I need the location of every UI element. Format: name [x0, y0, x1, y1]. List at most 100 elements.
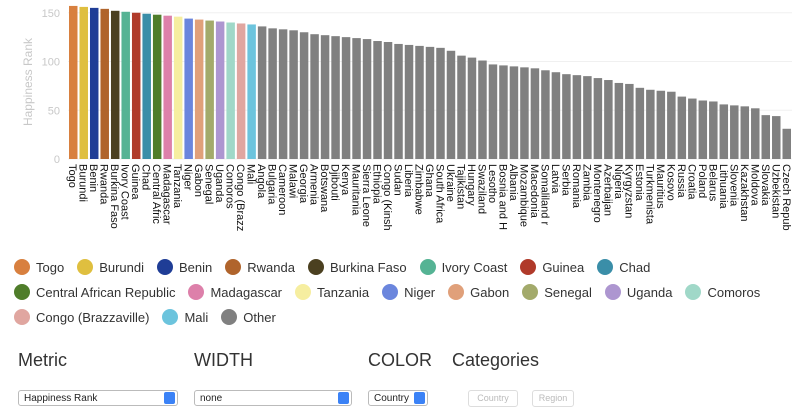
x-tick-label: Azerbaijan: [601, 164, 613, 216]
y-tick-label: 50: [48, 105, 60, 117]
width-select[interactable]: none: [194, 390, 352, 406]
legend-item: Chad: [597, 258, 650, 276]
width-heading: WIDTH: [194, 350, 253, 370]
bar: [499, 65, 508, 159]
bar: [100, 8, 109, 159]
x-tick-label: Comoros: [224, 164, 236, 209]
x-tick-label: Mauritius: [654, 164, 666, 209]
x-tick-label: Congo (Kinsh: [381, 164, 393, 231]
bar: [751, 108, 760, 159]
legend: Togo Burundi Benin Rwanda Burkina Faso Ivory …: [14, 258, 800, 326]
x-tick-label: Slovenia: [727, 164, 739, 207]
bar: [142, 13, 151, 159]
x-tick-label: Zambia: [580, 164, 592, 202]
legend-item: Central African Republic: [14, 283, 175, 301]
x-tick-label: Mali: [245, 164, 257, 184]
legend-item: Comoros: [685, 283, 760, 301]
color-heading: COLOR: [368, 350, 433, 370]
bar: [520, 67, 529, 159]
legend-swatch: [162, 309, 179, 325]
bar: [79, 6, 88, 160]
legend-label: Senegal: [544, 284, 592, 300]
bar: [646, 89, 655, 159]
legend-label: Rwanda: [247, 259, 295, 275]
x-tick-label: Tanzania: [171, 164, 183, 209]
metric-value: Happiness Rank: [24, 393, 98, 404]
bar: [530, 68, 540, 159]
bar: [289, 30, 298, 159]
bar: [89, 7, 99, 159]
x-tick-label: Zimbabwe: [413, 164, 425, 215]
bar: [551, 72, 561, 159]
chart: Happiness Rank 0 50 100 150 TogoBurundiBenin…: [21, 5, 792, 231]
legend-swatch: [685, 284, 702, 300]
bar: [226, 22, 235, 159]
bar: [394, 43, 403, 160]
y-tick-label: 0: [54, 154, 60, 166]
x-tick-label: Niger: [182, 164, 194, 191]
bar: [383, 42, 393, 159]
category-button[interactable]: Region: [532, 390, 574, 407]
x-tick-label: Slovakia: [759, 164, 771, 206]
bar: [677, 96, 687, 159]
color-select[interactable]: Country: [368, 390, 428, 406]
x-tick-label: Congo (Brazz: [234, 164, 246, 231]
x-tick-label: Senegal: [203, 164, 215, 204]
x-tick-label: Uzbekistan: [769, 164, 781, 218]
legend-item: Burkina Faso: [307, 258, 407, 276]
legend-swatch: [307, 259, 324, 275]
legend-swatch: [225, 259, 242, 275]
x-tick-label: Lithuania: [717, 164, 729, 210]
bar: [110, 10, 120, 159]
legend-swatch: [14, 309, 30, 325]
bar: [436, 47, 445, 159]
legend-item: Tanzania: [295, 283, 369, 301]
metric-select[interactable]: Happiness Rank: [18, 390, 178, 406]
y-tick-label: 150: [42, 8, 60, 20]
x-tick-label: Belarus: [706, 164, 718, 202]
x-tick-label: Kazakhstan: [738, 164, 750, 221]
legend-item: Rwanda: [225, 258, 295, 276]
bar: [173, 16, 183, 160]
width-value: none: [200, 393, 223, 404]
bar: [488, 64, 498, 159]
bar: [194, 19, 204, 160]
x-tick-label: Moldova: [748, 164, 760, 206]
x-tick-label: Macedonia: [528, 164, 540, 219]
bar: [782, 128, 791, 159]
legend-swatch: [419, 259, 436, 275]
legend-swatch: [448, 284, 465, 300]
bar: [404, 44, 414, 159]
x-tick-label: Sierra Leone: [360, 164, 372, 227]
bar: [341, 37, 351, 159]
legend-item: Uganda: [604, 283, 672, 301]
x-tick-label: Botswana: [318, 164, 330, 213]
legend-swatch: [597, 259, 614, 275]
x-tick-label: Lesotho: [486, 164, 498, 203]
legend-item: Benin: [157, 258, 212, 276]
x-tick-label: Ukraine: [444, 164, 456, 202]
legend-item: Congo (Brazzaville): [14, 308, 149, 326]
category-button[interactable]: Country: [468, 390, 518, 407]
color-value: Country: [374, 393, 410, 404]
bar: [541, 70, 550, 159]
x-tick-label: Bulgaria: [266, 164, 278, 205]
bar: [593, 78, 603, 159]
legend-label: Togo: [36, 259, 65, 275]
legend-item: Burundi: [77, 258, 144, 276]
x-tick-label: Rwanda: [98, 164, 110, 205]
legend-label: Ivory Coast: [441, 259, 508, 275]
legend-swatch: [14, 259, 30, 275]
x-tick-label: Armenia: [308, 164, 320, 206]
bar: [772, 116, 781, 159]
x-tick-label: Turkmenista: [643, 164, 655, 225]
legend-label: Congo (Brazzaville): [36, 309, 150, 325]
legend-label: Niger: [404, 284, 436, 300]
x-tick-label: Serbia: [559, 164, 571, 197]
bar: [425, 46, 435, 159]
x-tick-label: Albania: [507, 164, 519, 202]
y-axis-label: Happiness Rank: [21, 37, 35, 126]
legend-label: Mali: [184, 309, 209, 325]
x-tick-label: Kosovo: [664, 164, 676, 201]
